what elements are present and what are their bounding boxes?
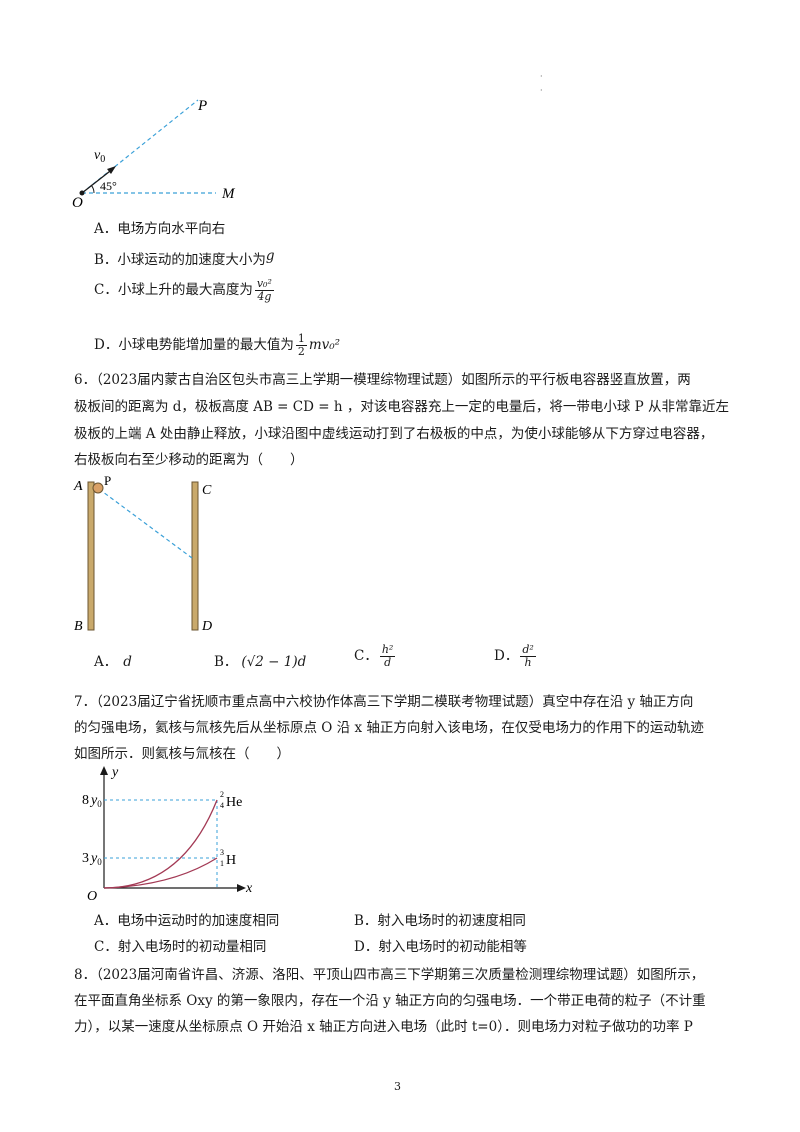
q7-option-c[interactable]: C．射入电场时的初动量相同 <box>94 939 267 955</box>
label-o: O <box>87 889 97 902</box>
label-v0: v0 <box>94 148 105 165</box>
label-b: B <box>74 619 83 634</box>
q6-option-b-value: (√2 − 1)d <box>241 654 307 670</box>
q5-option-a[interactable]: A．电场方向水平向右 <box>94 221 226 237</box>
q6-option-d-label: D． <box>494 648 519 664</box>
q7-option-b[interactable]: B．射入电场时的初速度相同 <box>354 913 526 929</box>
q6-option-a-value: d <box>123 654 132 670</box>
q5-option-c-text: C．小球上升的最大高度为 <box>94 282 253 298</box>
q5-option-c-fraction: v₀² 4g <box>254 277 274 303</box>
q7-stem-line1: 7．（2023届辽宁省抚顺市重点高中六校协作体高三下学期二模联考物理试题）真空中… <box>74 694 694 710</box>
tritium-trajectory <box>103 857 218 889</box>
q6-option-d[interactable]: D． d² h <box>494 642 538 670</box>
q6-option-b[interactable]: B． (√2 − 1)d <box>214 652 306 672</box>
q6-option-c-label: C． <box>354 648 378 664</box>
charged-ball <box>92 482 104 494</box>
x-axis-arrow-icon <box>237 884 246 892</box>
y-axis-arrow-icon <box>100 766 108 775</box>
q7-option-d[interactable]: D．射入电场时的初动能相等 <box>354 939 527 955</box>
figure-trajectories: y x O 8 y0 3 y0 2 4 He 3 1 H <box>82 765 253 902</box>
page-number: 3 <box>394 1080 401 1093</box>
label-p: P <box>197 98 207 114</box>
q5-option-c[interactable]: C．小球上升的最大高度为 v₀² 4g <box>94 276 276 304</box>
q6-option-a[interactable]: A． d <box>94 652 132 672</box>
label-d: D <box>201 619 212 634</box>
q5-option-b-text: B．小球运动的加速度大小为 <box>94 252 266 268</box>
q7-stem-line2: 的匀强电场，氦核与氚核先后从坐标原点 O 沿 x 轴正方向射入该电场，在仅受电场… <box>74 720 704 736</box>
figure-capacitor: A P C B D <box>73 476 212 634</box>
q6-option-c[interactable]: C． h² d <box>354 642 397 670</box>
label-m: M <box>221 186 236 202</box>
q6-stem-line2: 极板间的距离为 d，极板高度 AB = CD = h ，对该电容器充上一定的电量… <box>74 399 729 415</box>
origin-point <box>79 190 85 196</box>
q6-option-d-fraction: d² h <box>520 643 536 669</box>
label-h: H <box>226 853 236 868</box>
q6-option-c-fraction: h² d <box>379 643 396 669</box>
label-h-sup: 3 <box>220 848 224 857</box>
q8-stem-line2: 在平面直角坐标系 Oxy 的第一象限内，存在一个沿 y 轴正方向的匀强电场．一个… <box>74 993 706 1009</box>
label-p: P <box>104 476 111 488</box>
q6-stem-line1: 6．（2023届内蒙古自治区包头市高三上学期一模理综物理试题）如图所示的平行板电… <box>74 372 691 388</box>
label-y: y <box>110 765 119 780</box>
q5-option-b[interactable]: B．小球运动的加速度大小为g <box>94 246 275 270</box>
q7-stem-line3: 如图所示．则氦核与氚核在（ ） <box>74 746 290 762</box>
angle-arc <box>90 184 95 194</box>
q8-stem-line3: 力），以某一速度从坐标原点 O 开始沿 x 轴正方向进入电场（此时 t=0）．则… <box>74 1019 693 1035</box>
right-plate <box>191 481 199 631</box>
q5-option-d-text: D．小球电势能增加量的最大值为 <box>94 337 294 353</box>
label-3y0: 3 y0 <box>82 851 102 867</box>
q8-stem-line1: 8．（2023届河南省许昌、济源、洛阳、平顶山四市高三下学期第三次质量检测理综物… <box>74 967 705 983</box>
q5-option-d-expr: mv₀² <box>308 337 341 353</box>
helium-trajectory <box>103 799 218 889</box>
label-a: A <box>73 479 83 494</box>
dashed-trajectory <box>98 488 193 559</box>
label-c: C <box>202 483 212 498</box>
q5-option-b-expr: g <box>265 248 275 264</box>
label-he-sub: 4 <box>220 801 224 810</box>
label-h-sub: 1 <box>220 859 224 868</box>
q6-option-a-label: A． <box>94 654 118 670</box>
label-he-sup: 2 <box>220 790 224 799</box>
q6-option-b-label: B． <box>214 654 238 670</box>
q5-option-d[interactable]: D．小球电势能增加量的最大值为 1 2 mv₀² <box>94 331 340 359</box>
q6-stem-line4: 右极板向右至少移动的距离为（ ） <box>74 452 304 468</box>
arrow-head-icon <box>107 166 116 174</box>
label-8y0: 8 y0 <box>82 793 102 809</box>
q6-stem-line3: 极板的上端 A 处由静止释放，小球沿图中虚线运动打到了右极板的中点，为使小球能够… <box>74 426 714 442</box>
label-he: He <box>226 795 242 810</box>
scan-marks: · · <box>540 72 543 95</box>
label-angle: 45° <box>100 179 117 193</box>
q7-option-a[interactable]: A．电场中运动时的加速度相同 <box>94 913 280 929</box>
label-o: O <box>72 195 83 207</box>
left-plate <box>87 481 95 631</box>
figure-projectile-angle: P v0 45° O M <box>72 98 236 207</box>
velocity-arrow <box>81 167 115 194</box>
label-x: x <box>245 881 253 896</box>
